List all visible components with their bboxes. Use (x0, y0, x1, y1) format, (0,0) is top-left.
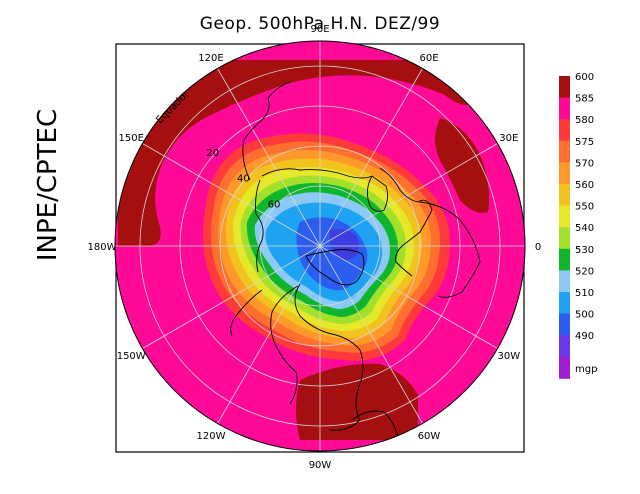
coast-north-america-west (270, 285, 299, 405)
longitude-labels: 90E 60E 30E 0 30W 60W 90W 120W 150W 180W 150E 120E (88, 24, 542, 471)
meridian-grid (115, 41, 525, 451)
legend-swatch (559, 313, 570, 336)
map-outline (114, 40, 526, 452)
legend-label: 540 (575, 223, 594, 234)
longitude-label: 90E (310, 24, 329, 35)
band-600-south (296, 363, 418, 440)
contour-fill-layer (115, 41, 525, 451)
longitude-label: 90W (309, 460, 332, 471)
legend-swatch (559, 292, 570, 314)
legend-label: 585 (575, 94, 594, 105)
legend-label: 575 (575, 137, 594, 148)
coast-south-america (351, 410, 399, 451)
legend-swatch (559, 76, 570, 98)
latitude-label: 20 (206, 148, 219, 159)
longitude-label: 0 (535, 242, 541, 253)
legend-swatch (559, 97, 570, 120)
legend-label: 570 (575, 158, 594, 169)
coastlines (230, 81, 481, 451)
longitude-label: 180W (88, 242, 117, 253)
longitude-label: 120E (198, 53, 223, 64)
coast-asia (255, 168, 373, 273)
color-legend: 600 585 580 575 570 560 550 540 530 520 510 500 490 m… (559, 72, 597, 379)
longitude-label: 60E (419, 53, 438, 64)
legend-swatch (559, 184, 570, 206)
longitude-label: 150W (117, 351, 146, 362)
legend-unit: mgp (575, 364, 597, 375)
longitude-label: 120W (197, 431, 226, 442)
chart-title: Geop. 500hPa H.N. DEZ/99 (199, 14, 441, 34)
band-600-north (118, 60, 478, 246)
legend-swatch (559, 356, 570, 379)
legend-swatch (559, 119, 570, 142)
longitude-label: 150E (118, 133, 143, 144)
coast-north-america (294, 283, 364, 431)
latitude-label: 40 (237, 174, 250, 185)
coast-east-asia (242, 81, 291, 181)
legend-label: 560 (575, 180, 594, 191)
legend-swatch (559, 248, 570, 271)
legend-swatch (559, 140, 570, 163)
band-600-east (435, 118, 490, 213)
coast-scandinavia (367, 175, 389, 212)
legend-swatch (559, 335, 570, 358)
longitude-label: 30W (497, 351, 520, 362)
meridian-150 (142, 143, 498, 349)
legend-swatch (559, 227, 570, 250)
coast-africa (419, 201, 481, 298)
legend-swatch (559, 162, 570, 185)
legend-label: 580 (575, 115, 594, 126)
longitude-label: 60W (418, 431, 441, 442)
coast-alaska (230, 289, 263, 337)
legend-swatch (559, 270, 570, 293)
legend-label: 500 (575, 310, 594, 321)
coast-europe (379, 167, 433, 277)
coast-greenland (305, 249, 365, 286)
latitude-label: 60 (268, 199, 281, 210)
legend-swatch (559, 205, 570, 228)
longitude-label: 30E (499, 133, 518, 144)
legend-label: 510 (575, 288, 594, 299)
legend-label: 490 (575, 331, 594, 342)
legend-label: 520 (575, 266, 594, 277)
legend-label: 530 (575, 245, 594, 256)
legend-label: 550 (575, 202, 594, 213)
latitude-labels: 20 40 60 (206, 148, 280, 210)
legend-label: 600 (575, 72, 594, 83)
